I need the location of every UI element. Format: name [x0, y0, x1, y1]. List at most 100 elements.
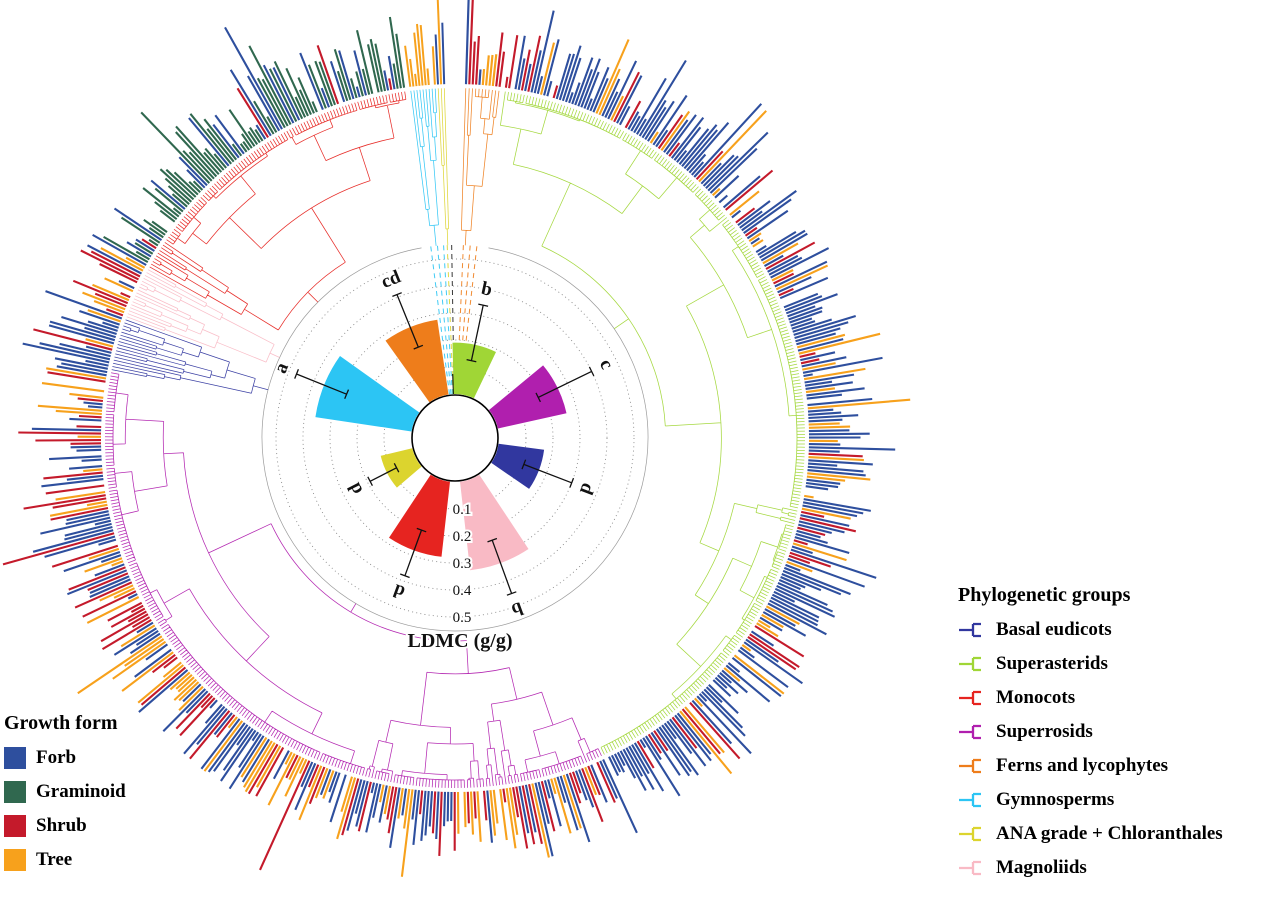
- phylo-group-item-ana-grade-chloranthales: ANA grade + Chloranthales: [958, 823, 1223, 845]
- phylo-group-item-superrosids: Superrosids: [958, 721, 1223, 743]
- growth-form-item-forb: Forb: [4, 747, 126, 769]
- growth-form-legend: Growth form Forb Graminoid Shrub Tree: [4, 712, 126, 871]
- growth-form-bars: [434, 22, 446, 85]
- legend-label: ANA grade + Chloranthales: [996, 823, 1223, 844]
- radial-tick-label: 0.2: [453, 529, 472, 545]
- sig-letter-basal-eudicots: d: [575, 480, 599, 498]
- error-bar-ferns-and-lycophytes: [392, 292, 424, 350]
- phylo-group-item-ferns-and-lycophytes: Ferns and lycophytes: [958, 755, 1223, 777]
- radial-axis-title: LDMC (g/g): [408, 630, 513, 652]
- tree-sector-ferns-and-lycophytes: [461, 88, 500, 246]
- growth-form-bars: [436, 0, 443, 85]
- clade-bracket-icon: [959, 622, 981, 638]
- growth-form-legend-items: Forb Graminoid Shrub Tree: [4, 747, 126, 871]
- ldmc-wedge-magnoliids: [460, 474, 529, 571]
- growth-form-bars: [2, 371, 616, 871]
- error-bar-magnoliids: [487, 537, 517, 596]
- growth-form-bars: [514, 10, 896, 797]
- phylo-group-item-gymnosperms: Gymnosperms: [958, 789, 1223, 811]
- phylogeny-sectors: [2, 0, 911, 877]
- root-connector-lines: [261, 241, 649, 632]
- growth-form-item-graminoid: Graminoid: [4, 781, 126, 803]
- error-bar-monocots: [399, 527, 427, 579]
- growth-form-item-shrub: Shrub: [4, 815, 126, 837]
- growth-form-bars: [103, 16, 406, 264]
- ldmc-wedge-ana-grade-chloranthales: [380, 448, 422, 488]
- sig-letter-magnoliids: b: [509, 597, 526, 620]
- legend-label: Graminoid: [36, 781, 126, 802]
- growth-form-legend-title: Growth form: [4, 712, 118, 734]
- legend-label: Forb: [36, 747, 77, 768]
- sig-letter-superasterids: b: [479, 278, 494, 301]
- phylo-group-item-superasterids: Superasterids: [958, 653, 1223, 675]
- clade-bracket-icon: [959, 758, 981, 774]
- growth-form-bars: [37, 367, 598, 877]
- sig-letter-gymnosperms: a: [270, 359, 293, 376]
- clade-bracket-icon: [959, 724, 981, 740]
- error-bar-ana-grade-chloranthales: [367, 463, 400, 486]
- phylo-group-item-magnoliids: Magnoliids: [958, 857, 1223, 879]
- tree-root-circle: [411, 394, 499, 482]
- growth-form-color-swatch: [4, 781, 26, 803]
- growth-form-bars: [464, 0, 482, 85]
- radial-tick-label: 0.3: [453, 556, 472, 572]
- growth-form-bars: [72, 249, 141, 317]
- growth-form-color-swatch: [4, 815, 26, 837]
- error-bar-gymnosperms: [294, 369, 350, 400]
- legend-label: Tree: [36, 849, 73, 870]
- clade-bracket-icon: [959, 792, 981, 808]
- growth-form-color-swatch: [4, 849, 26, 871]
- phylogenetic-groups-legend: Phylogenetic groups Basal eudicots Supera…: [958, 584, 1223, 879]
- tree-sector-superasterids: [500, 91, 806, 755]
- ldmc-wedge-monocots: [389, 474, 450, 557]
- radial-tick-label: 0.5: [453, 610, 472, 626]
- radial-tick-label: 0.4: [453, 583, 472, 599]
- sig-letter-superrosids: c: [595, 356, 618, 373]
- error-bar-superrosids: [535, 366, 595, 403]
- clade-bracket-icon: [959, 860, 981, 876]
- growth-form-bars: [539, 39, 911, 775]
- clade-bracket-icon: [959, 690, 981, 706]
- ldmc-wedge-superasterids: [452, 342, 496, 399]
- growth-form-bars: [31, 362, 638, 857]
- sig-letter-monocots: d: [390, 579, 408, 602]
- growth-form-bars: [504, 35, 863, 769]
- error-bar-superasterids: [466, 303, 489, 363]
- growth-form-item-tree: Tree: [4, 849, 126, 871]
- phylo-group-item-monocots: Monocots: [958, 687, 1223, 709]
- phylogenetic-groups-legend-title: Phylogenetic groups: [958, 584, 1131, 606]
- tree-sector-basal-eudicots: [111, 319, 269, 394]
- legend-label: Monocots: [996, 687, 1076, 708]
- growth-form-bars: [33, 328, 113, 351]
- growth-form-bars: [85, 309, 122, 348]
- legend-label: Superrosids: [996, 721, 1093, 742]
- tree-sector-superrosids: [104, 372, 602, 789]
- tree-sector-magnoliids: [126, 269, 280, 363]
- clade-bracket-icon: [959, 656, 981, 672]
- tree-sector-monocots: [149, 91, 407, 331]
- ldmc-wedge-basal-eudicots: [491, 443, 545, 489]
- tree-sector-ana-grade-chloranthales: [437, 88, 449, 246]
- growth-form-bars: [22, 290, 123, 370]
- legend-label: Shrub: [36, 815, 87, 836]
- phylogenetic-groups-legend-items: Basal eudicots Superasterids Monocots Super…: [958, 619, 1223, 879]
- sig-letter-ferns-and-lycophytes: cd: [378, 266, 404, 293]
- growth-form-bars: [404, 23, 436, 87]
- legend-label: Magnoliids: [996, 857, 1087, 878]
- error-bar-basal-eudicots: [521, 459, 575, 488]
- phylo-group-item-basal-eudicots: Basal eudicots: [958, 619, 1223, 641]
- legend-label: Basal eudicots: [996, 619, 1112, 640]
- legend-label: Gymnosperms: [996, 789, 1115, 810]
- growth-form-bars: [82, 247, 146, 314]
- growth-form-bars: [481, 54, 498, 87]
- ldmc-wedge-ferns-and-lycophytes: [385, 319, 449, 403]
- growth-form-bars: [141, 45, 393, 250]
- ldmc-wedge-superrosids: [489, 365, 567, 429]
- radial-tick-label: 0.1: [453, 502, 472, 518]
- legend-label: Ferns and lycophytes: [996, 755, 1169, 776]
- radial-axis: 0.1 0.2 0.3 0.4 0.5 LDMC (g/g): [406, 500, 515, 654]
- clade-bracket-icon: [959, 826, 981, 842]
- growth-form-color-swatch: [4, 747, 26, 769]
